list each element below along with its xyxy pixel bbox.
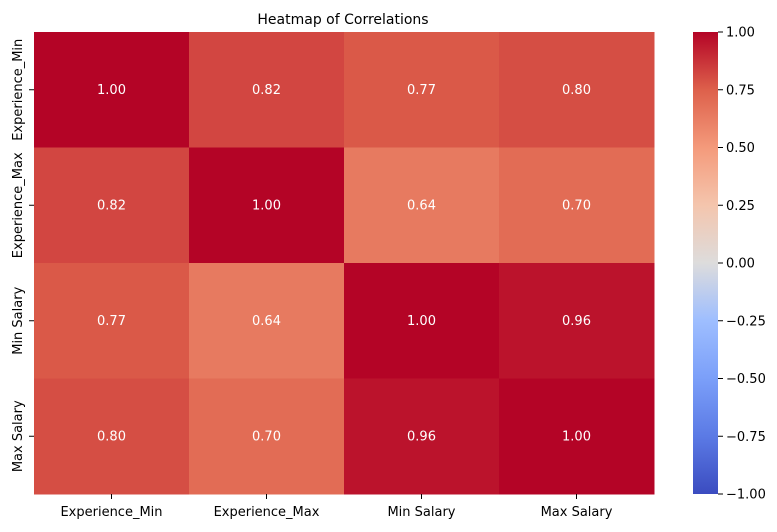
x-tick-label: Max Salary [541,505,613,520]
heatmap-cell [189,263,345,379]
cell-value-label: 0.70 [562,198,591,213]
heatmap-cell [344,32,500,148]
cell-value-label: 0.77 [97,314,126,329]
colorbar-tick-label: 1.00 [726,26,755,41]
colorbar-tick-label: 0.50 [726,141,755,156]
heatmap-annotations: 1.00 0.82 0.77 0.80 0.82 1.00 0.64 0.70 0.77 0.64… [97,83,591,445]
x-tick-label: Min Salary [387,505,455,520]
cell-value-label: 0.82 [97,198,126,213]
colorbar-tick-label: −0.75 [726,430,766,445]
cell-value-label: 0.80 [97,429,126,444]
cell-value-label: 0.70 [252,429,281,444]
heatmap-cell [34,147,190,264]
heatmap-cell [499,147,655,264]
heatmap-cell [499,263,655,379]
heatmap-cells [34,32,655,495]
colorbar: 1.00 0.75 0.50 0.25 0.00 −0.25 −0.50 −0.75 −1.00 [693,26,766,503]
heatmap-cell [344,378,500,495]
heatmap-cell [344,147,500,264]
colorbar-tick-label: 0.75 [726,83,755,98]
cell-value-label: 1.00 [562,429,591,444]
colorbar-tick-label: 0.25 [726,199,755,214]
y-tick-label: Experience_Max [11,152,26,258]
heatmap-cell [34,263,190,379]
heatmap-cell [34,32,190,148]
colorbar-tick-label: −0.50 [726,372,766,387]
heatmap-cell [189,147,345,264]
cell-value-label: 0.77 [407,83,436,98]
heatmap-cell [189,32,345,148]
cell-value-label: 0.82 [252,83,281,98]
y-tick-label: Min Salary [11,286,26,354]
chart-title: Heatmap of Correlations [257,12,428,28]
cell-value-label: 0.96 [562,314,591,329]
cell-value-label: 0.96 [407,429,436,444]
heatmap-cell [499,378,655,495]
colorbar-tick-label: −1.00 [726,488,766,503]
y-tick-label: Experience_Min [11,39,26,141]
heatmap-cell [189,378,345,495]
cell-value-label: 0.80 [562,83,591,98]
colorbar-gradient [693,32,718,494]
x-tick-label: Experience_Min [60,505,162,520]
colorbar-tick-label: −0.25 [726,314,766,329]
heatmap-cell [344,263,500,379]
cell-value-label: 0.64 [252,314,281,329]
heatmap-cell [499,32,655,148]
x-axis: Experience_Min Experience_Max Min Salary Ma… [60,494,613,520]
x-tick-label: Experience_Max [214,505,320,520]
cell-value-label: 1.00 [252,198,281,213]
cell-value-label: 1.00 [407,314,436,329]
heatmap-cell [34,378,190,495]
y-axis: Experience_Min Experience_Max Min Salary Ma… [11,39,34,472]
y-tick-label: Max Salary [11,400,26,472]
cell-value-label: 0.64 [407,198,436,213]
cell-value-label: 1.00 [97,83,126,98]
colorbar-tick-label: 0.00 [726,257,755,272]
